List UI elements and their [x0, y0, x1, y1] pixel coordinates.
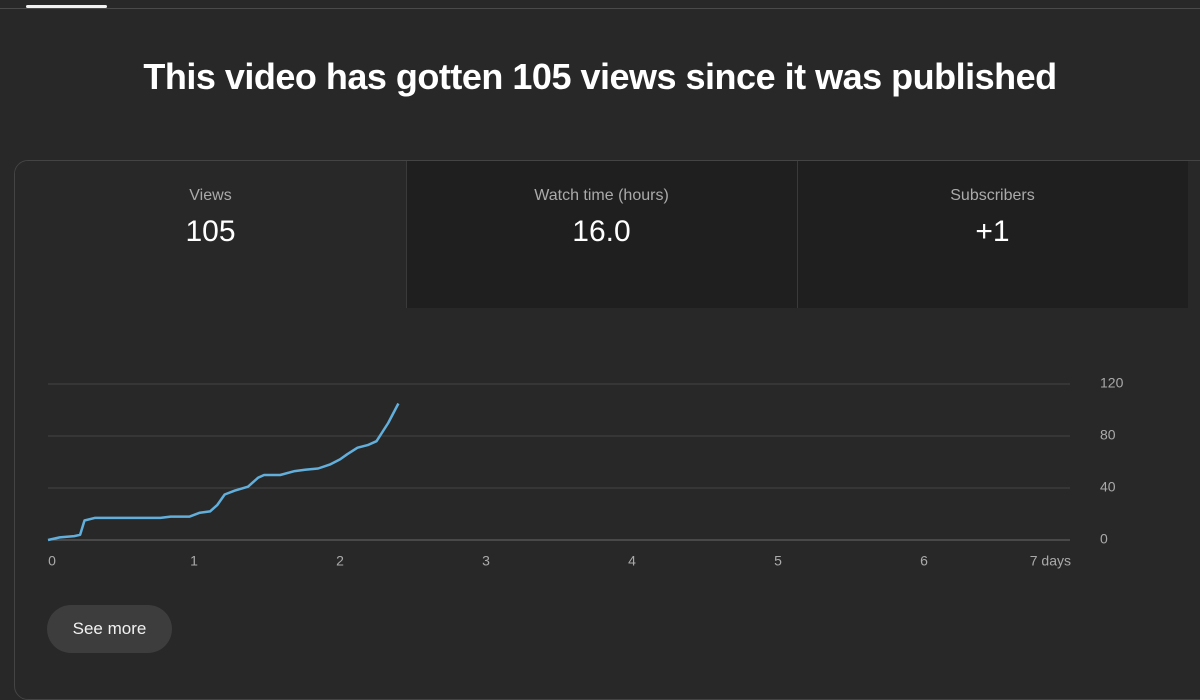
stats-card: Views 105 Watch time (hours) 16.0 Subscr… — [14, 160, 1200, 700]
x-tick-label: 6 — [920, 553, 928, 569]
page: This video has gotten 105 views since it… — [0, 5, 1200, 700]
metric-label: Watch time (hours) — [534, 187, 669, 204]
metric-tab[interactable]: Subscribers +1 — [797, 161, 1188, 308]
metric-tab[interactable]: Watch time (hours) 16.0 — [406, 161, 797, 308]
y-tick-label: 40 — [1100, 479, 1116, 495]
tab-indicator — [26, 5, 107, 8]
tab-separator — [797, 161, 798, 308]
x-tick-label: 1 — [190, 553, 198, 569]
y-tick-label: 80 — [1100, 427, 1116, 443]
top-divider — [0, 8, 1200, 9]
metric-value: 105 — [185, 215, 236, 248]
y-tick-label: 0 — [1100, 531, 1108, 547]
metric-label: Subscribers — [950, 187, 1035, 204]
see-more-button[interactable]: See more — [47, 605, 172, 653]
metric-value: +1 — [975, 215, 1010, 248]
x-tick-label: 7 days — [1030, 553, 1071, 569]
chart: 0 40 80 120 0 1 2 3 4 5 6 7 days — [47, 375, 1124, 569]
line-series — [47, 402, 400, 542]
tab-separator — [406, 161, 407, 308]
page-title: This video has gotten 105 views since it… — [143, 56, 1057, 97]
x-tick-label: 3 — [482, 553, 490, 569]
x-tick-label: 0 — [48, 553, 56, 569]
metric-tab[interactable]: Views 105 — [15, 161, 406, 308]
y-tick-label: 120 — [1100, 375, 1124, 391]
metric-value: 16.0 — [572, 215, 631, 248]
x-tick-label: 4 — [628, 553, 636, 569]
x-tick-label: 5 — [774, 553, 782, 569]
metric-label: Views — [189, 187, 232, 204]
x-tick-label: 2 — [336, 553, 344, 569]
